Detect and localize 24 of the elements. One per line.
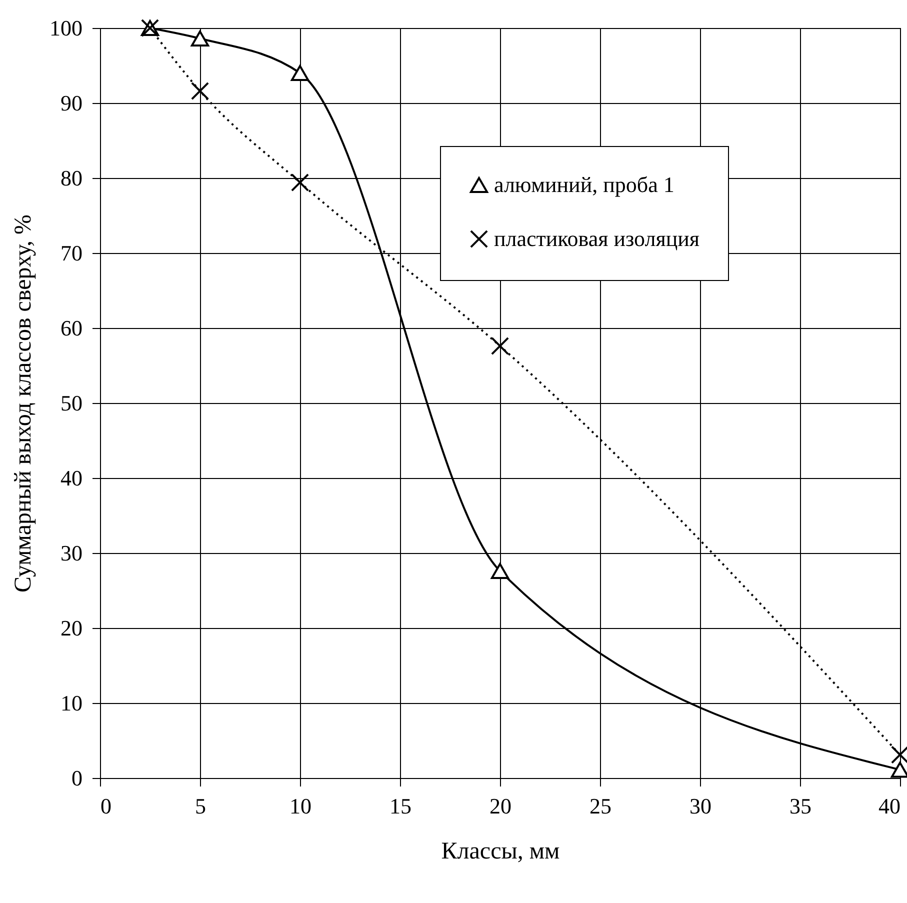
y-tick-label: 80 <box>60 166 82 190</box>
x-tick-label: 10 <box>290 794 312 818</box>
y-tick-label: 100 <box>50 16 82 40</box>
legend-label: алюминий, проба 1 <box>494 172 674 197</box>
x-tick-label: 30 <box>690 794 712 818</box>
y-axis-title: Суммарный выход классов сверху, % <box>10 214 36 592</box>
y-tick-label: 60 <box>60 316 82 340</box>
x-tick-label: 20 <box>490 794 512 818</box>
x-tick-label: 35 <box>790 794 812 818</box>
y-tick-label: 0 <box>72 766 82 790</box>
x-tick-label: 25 <box>590 794 612 818</box>
x-tick-label: 15 <box>390 794 412 818</box>
x-axis-title: Классы, мм <box>441 838 560 864</box>
legend-label: пластиковая изоляция <box>494 226 700 251</box>
x-tick-label: 40 <box>878 794 900 818</box>
y-tick-label: 10 <box>60 690 82 716</box>
y-tick-label: 90 <box>60 90 82 116</box>
y-tick-label: 20 <box>60 616 82 640</box>
y-tick-label: 40 <box>60 466 82 490</box>
x-tick-label: 0 <box>100 794 112 818</box>
x-tick-label: 5 <box>195 794 206 818</box>
y-tick-label: 70 <box>60 240 82 266</box>
y-tick-label: 50 <box>60 390 82 416</box>
y-tick-label: 30 <box>60 540 82 566</box>
